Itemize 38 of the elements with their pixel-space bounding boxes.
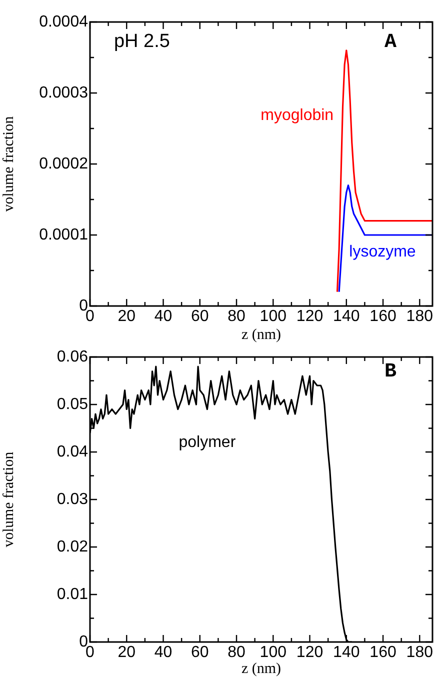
y-axis-title: volume fraction — [0, 451, 17, 548]
annotation: pH 2.5 — [114, 31, 170, 52]
x-tick-label: 60 — [190, 644, 209, 662]
x-tick-label: 120 — [296, 644, 324, 662]
x-tick-label: 140 — [333, 308, 360, 326]
series-label: lysozyme — [349, 243, 416, 260]
x-tick-label: 20 — [118, 308, 136, 326]
y-tick-label: 0.0001 — [39, 226, 88, 244]
x-tick-label: 120 — [296, 308, 324, 326]
x-tick-label: 180 — [406, 308, 434, 326]
x-axis-title: z (nm) — [241, 660, 282, 677]
y-tick-label: 0.0004 — [39, 13, 88, 30]
x-tick-label: 160 — [370, 308, 396, 326]
y-axis-title: volume fraction — [0, 116, 17, 212]
x-tick-label: 100 — [260, 308, 287, 326]
y-tick-label: 0.05 — [56, 396, 88, 413]
series-label: myoglobin — [260, 107, 334, 124]
y-tick-label: 0.0003 — [39, 84, 88, 102]
series-label: polymer — [178, 434, 236, 451]
x-tick-label: 160 — [370, 644, 396, 662]
y-tick-label: 0.04 — [56, 443, 88, 460]
x-tick-label: 60 — [190, 308, 209, 326]
y-tick-label: 0.03 — [56, 490, 88, 508]
y-tick-label: 0.0002 — [39, 155, 88, 172]
y-tick-label: 0.02 — [56, 538, 88, 556]
y-tick-label: 0.06 — [56, 348, 88, 366]
x-tick-label: 140 — [333, 644, 360, 662]
annotation: A — [384, 30, 397, 54]
x-tick-label: 20 — [118, 644, 136, 662]
x-tick-label: 80 — [228, 308, 246, 326]
x-axis-title: z (nm) — [241, 326, 282, 343]
x-tick-label: 80 — [228, 644, 246, 662]
annotation: B — [384, 360, 397, 384]
x-tick-label: 180 — [406, 644, 434, 662]
x-tick-label: 40 — [154, 308, 172, 326]
x-tick-label: 100 — [260, 644, 287, 662]
y-tick-label: 0.01 — [56, 586, 88, 603]
x-tick-label: 40 — [154, 644, 172, 662]
